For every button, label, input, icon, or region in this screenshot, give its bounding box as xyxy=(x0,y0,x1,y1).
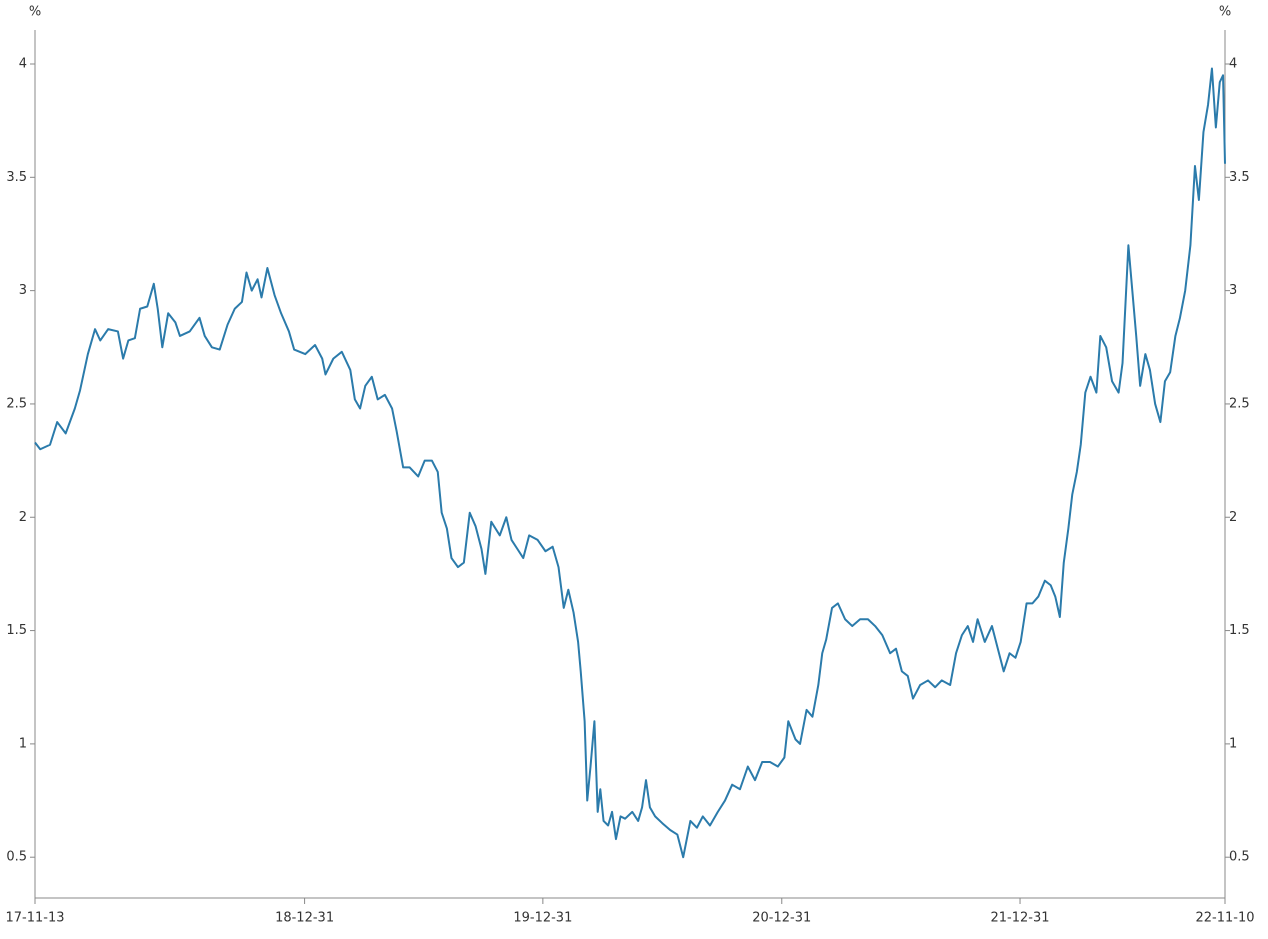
y-tick-label: 2.5 xyxy=(6,396,27,411)
x-tick-label: 21-12-31 xyxy=(991,911,1050,926)
y2-tick-label: 2 xyxy=(1229,510,1237,525)
y2-axis-unit: % xyxy=(1219,5,1231,20)
x-tick-label: 20-12-31 xyxy=(752,911,811,926)
x-tick-label: 18-12-31 xyxy=(275,911,334,926)
y2-tick-label: 3 xyxy=(1229,283,1237,298)
x-tick-label: 19-12-31 xyxy=(513,911,572,926)
y2-tick-label: 0.5 xyxy=(1229,850,1250,865)
y-tick-label: 3 xyxy=(19,283,27,298)
y2-tick-label: 3.5 xyxy=(1229,170,1250,185)
line-series xyxy=(34,67,1226,859)
y2-tick-label: 2.5 xyxy=(1229,396,1250,411)
y2-tick-label: 1.5 xyxy=(1229,623,1250,638)
y-tick-label: 1 xyxy=(19,736,27,751)
x-tick-label: 17-11-13 xyxy=(5,911,64,926)
y2-tick-label: 4 xyxy=(1229,56,1237,71)
y-tick-label: 2 xyxy=(19,510,27,525)
y-axis-unit: % xyxy=(29,5,41,20)
y-tick-label: 1.5 xyxy=(6,623,27,638)
x-tick-label: 22-11-10 xyxy=(1195,911,1254,926)
y-tick-label: 3.5 xyxy=(6,170,27,185)
y-tick-label: 0.5 xyxy=(6,850,27,865)
y2-tick-label: 1 xyxy=(1229,736,1237,751)
y-tick-label: 4 xyxy=(19,56,27,71)
